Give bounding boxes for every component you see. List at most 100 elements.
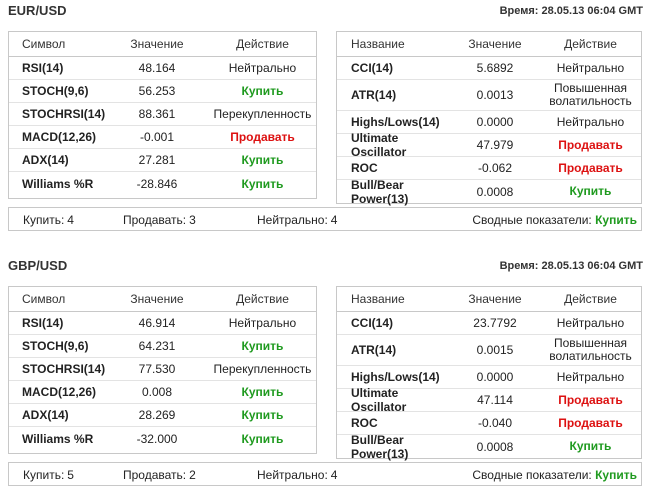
indicator-value: 0.0008 — [476, 439, 514, 454]
indicator-name: STOCHRSI(14) — [22, 107, 106, 121]
indicator-name: Williams %R — [22, 176, 94, 191]
summary-neutral-label: Нейтрально: — [257, 213, 328, 227]
indicator-value: -32.000 — [136, 431, 178, 446]
summary-total-value: Купить — [595, 213, 637, 227]
summary-buy: Купить: 4 — [23, 213, 74, 227]
summary-neutral-label: Нейтрально: — [257, 468, 328, 482]
table-row: STOCHRSI(14) 88.361 Перекупленность — [9, 103, 316, 126]
summary-bar: Купить: 5 Продавать: 2 Нейтрально: 4 Сводны… — [8, 462, 642, 486]
table-row: STOCH(9,6) 56.253 Купить — [9, 80, 316, 103]
table-row: STOCHRSI(14) 77.530 Перекупленность — [9, 358, 316, 381]
indicator-value: 23.7792 — [473, 316, 517, 330]
summary-total-label: Сводные показатели: — [472, 468, 592, 482]
indicator-name: Ultimate Oscillator — [351, 386, 407, 414]
indicator-value: 46.914 — [138, 316, 176, 330]
indicator-name: ADX(14) — [22, 153, 69, 167]
table-header: Название Значение Действие — [337, 287, 641, 312]
summary-buy-count: 4 — [67, 213, 74, 227]
indicator-action: Повышенная волатильность — [549, 336, 632, 363]
table-row: ATR(14) 0.0013 Повышенная волатильность — [337, 80, 641, 111]
table-row: CCI(14) 23.7792 Нейтрально — [337, 312, 641, 335]
update-time: Время: 28.05.13 06:04 GMT — [499, 260, 643, 272]
indicators-table: Название Значение Действие CCI(14) 5.6892 Ней… — [336, 31, 642, 206]
summary-sell-count: 3 — [189, 213, 196, 227]
indicator-action: Купить — [241, 153, 284, 167]
table-row: CCI(14) 5.6892 Нейтрально — [337, 57, 641, 80]
table-row: ADX(14) 27.281 Купить — [9, 149, 316, 172]
summary-buy-label: Купить: — [23, 468, 65, 482]
summary-neutral: Нейтрально: 4 — [257, 213, 337, 227]
indicator-action: Купить — [241, 408, 284, 422]
table-row: ATR(14) 0.0015 Повышенная волатильность — [337, 335, 641, 366]
column-header: Символ — [22, 292, 66, 306]
indicator-action: Нейтрально — [556, 114, 625, 129]
indicator-name: Ultimate Oscillator — [351, 131, 407, 159]
indicator-action: Купить — [241, 176, 284, 191]
indicator-name: CCI(14) — [351, 61, 394, 75]
summary-total-value: Купить — [595, 468, 637, 482]
table-row: Bull/Bear Power(13) 0.0008 Купить — [337, 177, 641, 206]
summary-sell-label: Продавать: — [123, 213, 187, 227]
indicator-action: Купить — [241, 339, 284, 353]
indicator-name: ADX(14) — [22, 408, 69, 422]
table-row: RSI(14) 48.164 Нейтрально — [9, 57, 316, 80]
column-header: Значение — [130, 37, 184, 51]
indicator-action: Нейтрально — [556, 60, 625, 75]
indicator-action: Перекупленность — [213, 362, 312, 376]
indicator-value: 0.0000 — [476, 115, 514, 129]
column-header: Действие — [564, 36, 617, 51]
indicator-action: Продавать — [558, 160, 623, 175]
indicator-value: -0.062 — [477, 161, 513, 175]
indicator-action: Купить — [241, 84, 284, 98]
indicator-name: Bull/Bear Power(13) — [351, 432, 409, 461]
indicator-value: -0.040 — [477, 416, 513, 430]
indicator-name: ROC — [351, 416, 378, 430]
summary-neutral-count: 4 — [330, 213, 338, 227]
column-header: Символ — [22, 37, 66, 51]
indicator-name: MACD(12,26) — [22, 130, 97, 144]
indicator-action: Продавать — [558, 392, 623, 407]
summary-total-label: Сводные показатели: — [472, 213, 592, 227]
column-header: Действие — [236, 292, 289, 306]
oscillators-table: Символ Значение Действие RSI(14) 48.164 Нейтр… — [8, 31, 317, 199]
indicator-name: Williams %R — [22, 431, 94, 446]
indicator-value: 56.253 — [138, 84, 176, 98]
indicator-action: Купить — [569, 184, 612, 198]
indicator-name: ATR(14) — [351, 88, 397, 102]
summary-sell-label: Продавать: — [123, 468, 187, 482]
indicator-value: 64.231 — [138, 339, 176, 353]
indicator-value: 27.281 — [138, 153, 176, 167]
table-row: Bull/Bear Power(13) 0.0008 Купить — [337, 432, 641, 461]
table-row: STOCH(9,6) 64.231 Купить — [9, 335, 316, 358]
indicator-name: Highs/Lows(14) — [351, 115, 440, 129]
table-row: ADX(14) 28.269 Купить — [9, 404, 316, 427]
indicator-name: MACD(12,26) — [22, 385, 97, 399]
table-row: Highs/Lows(14) 0.0000 Нейтрально — [337, 366, 641, 389]
indicator-value: 47.979 — [476, 138, 514, 152]
indicator-name: STOCHRSI(14) — [22, 362, 106, 376]
indicator-name: Bull/Bear Power(13) — [351, 177, 409, 206]
table-row: Ultimate Oscillator 47.979 Продавать — [337, 131, 641, 159]
indicator-name: STOCH(9,6) — [22, 339, 89, 353]
summary-buy-label: Купить: — [23, 213, 65, 227]
summary-neutral-count: 4 — [330, 468, 338, 482]
summary-buy-count: 5 — [67, 468, 74, 482]
table-header: Символ Значение Действие — [9, 287, 316, 312]
indicator-action: Перекупленность — [213, 107, 312, 121]
indicator-name: RSI(14) — [22, 61, 64, 75]
table-row: MACD(12,26) -0.001 Продавать — [9, 126, 316, 149]
indicator-value: -28.846 — [136, 176, 178, 191]
indicator-value: 5.6892 — [476, 61, 514, 75]
column-header: Название — [351, 37, 405, 51]
indicator-value: 28.269 — [138, 408, 176, 422]
indicator-value: 0.008 — [141, 385, 173, 399]
indicator-value: 48.164 — [138, 61, 176, 75]
table-row: Williams %R -32.000 Купить — [9, 427, 316, 450]
indicator-action: Повышенная волатильность — [549, 81, 632, 108]
pair-title: EUR/USD — [8, 3, 67, 18]
table-row: ROC -0.062 Продавать — [337, 157, 641, 180]
table-row: RSI(14) 46.914 Нейтрально — [9, 312, 316, 335]
column-header: Значение — [468, 292, 522, 306]
indicator-value: 0.0015 — [476, 343, 514, 357]
summary-bar: Купить: 4 Продавать: 3 Нейтрально: 4 Сводны… — [8, 207, 642, 231]
